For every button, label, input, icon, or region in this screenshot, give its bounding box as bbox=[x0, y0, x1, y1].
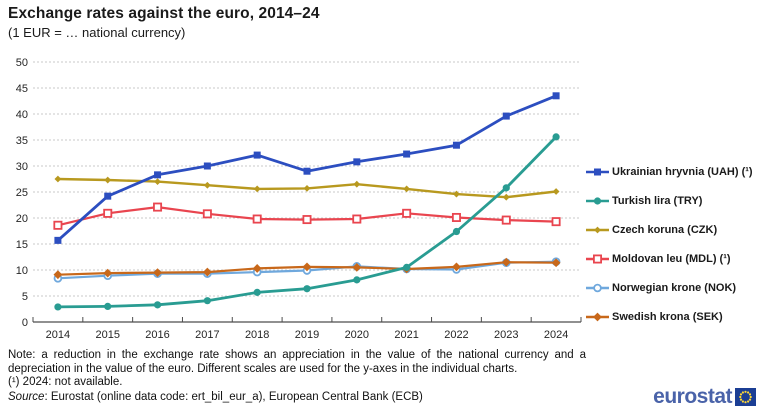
x-tick-label: 2021 bbox=[394, 329, 418, 341]
x-tick-label: 2020 bbox=[345, 329, 369, 341]
legend-marker-icon bbox=[586, 312, 609, 322]
source-label: Source bbox=[8, 391, 45, 403]
legend-marker-icon bbox=[586, 254, 609, 264]
series-ukrainian-hryvnia-uah- bbox=[54, 92, 560, 244]
legend-item: Ukrainian hryvnia (UAH) (¹) bbox=[586, 166, 766, 178]
x-tick-label: 2018 bbox=[245, 329, 269, 341]
legend-marker-icon bbox=[586, 283, 609, 293]
legend-marker-icon bbox=[586, 197, 609, 205]
x-tick-label: 2019 bbox=[295, 329, 319, 341]
x-tick-label: 2024 bbox=[544, 329, 568, 341]
y-tick-label: 35 bbox=[16, 135, 28, 147]
y-tick-label: 10 bbox=[16, 265, 28, 277]
x-tick-label: 2017 bbox=[195, 329, 219, 341]
y-tick-label: 50 bbox=[16, 57, 28, 69]
series-turkish-lira-try- bbox=[54, 133, 560, 311]
y-tick-label: 5 bbox=[22, 291, 28, 303]
x-tick-label: 2023 bbox=[494, 329, 518, 341]
y-tick-label: 45 bbox=[16, 83, 28, 95]
x-tick-label: 2014 bbox=[46, 329, 70, 341]
y-tick-label: 25 bbox=[16, 187, 28, 199]
y-tick-label: 0 bbox=[22, 317, 28, 329]
note-text: Note: a reduction in the exchange rate s… bbox=[8, 349, 586, 375]
legend-label: Norwegian krone (NOK) bbox=[612, 282, 737, 294]
legend-marker-icon bbox=[586, 168, 609, 176]
legend-item: Czech koruna (CZK) bbox=[586, 224, 766, 236]
y-tick-label: 15 bbox=[16, 239, 28, 251]
legend-label: Swedish krona (SEK) bbox=[612, 311, 723, 323]
y-tick-label: 20 bbox=[16, 213, 28, 225]
series-swedish-krona-sek- bbox=[53, 257, 561, 280]
legend-marker-icon bbox=[586, 226, 609, 234]
legend-item: Moldovan leu (MDL) (¹) bbox=[586, 253, 766, 265]
chart-legend: Ukrainian hryvnia (UAH) (¹) Turkish lira … bbox=[586, 166, 766, 340]
chart-subtitle: (1 EUR = … national currency) bbox=[8, 25, 186, 40]
chart-title: Exchange rates against the euro, 2014–24 bbox=[8, 5, 320, 22]
legend-item: Norwegian krone (NOK) bbox=[586, 282, 766, 294]
eurostat-logo-text: eurostat bbox=[653, 385, 732, 408]
footnote-text: (¹) 2024: not available. bbox=[8, 376, 123, 388]
legend-label: Moldovan leu (MDL) (¹) bbox=[612, 253, 731, 265]
legend-label: Turkish lira (TRY) bbox=[612, 195, 703, 207]
line-chart: 0 5 10 15 20 25 30 35 40 45 50 2014 2015 2016 2017 2018… bbox=[16, 57, 582, 341]
source-value: : Eurostat (online data code: ert_bil_eu… bbox=[44, 391, 423, 403]
y-tick-label: 30 bbox=[16, 161, 28, 173]
x-tick-label: 2015 bbox=[95, 329, 119, 341]
series-czech-koruna-czk- bbox=[54, 175, 560, 201]
legend-label: Ukrainian hryvnia (UAH) (¹) bbox=[612, 166, 753, 178]
x-tick-label: 2022 bbox=[444, 329, 468, 341]
legend-item: Turkish lira (TRY) bbox=[586, 195, 766, 207]
x-tick-label: 2016 bbox=[145, 329, 169, 341]
eurostat-logo: eurostat bbox=[653, 385, 756, 409]
legend-label: Czech koruna (CZK) bbox=[612, 224, 718, 236]
source-text: Source: Eurostat (online data code: ert_… bbox=[8, 391, 423, 403]
eu-flag-icon bbox=[735, 388, 756, 406]
legend-item: Swedish krona (SEK) bbox=[586, 311, 766, 323]
y-tick-label: 40 bbox=[16, 109, 28, 121]
